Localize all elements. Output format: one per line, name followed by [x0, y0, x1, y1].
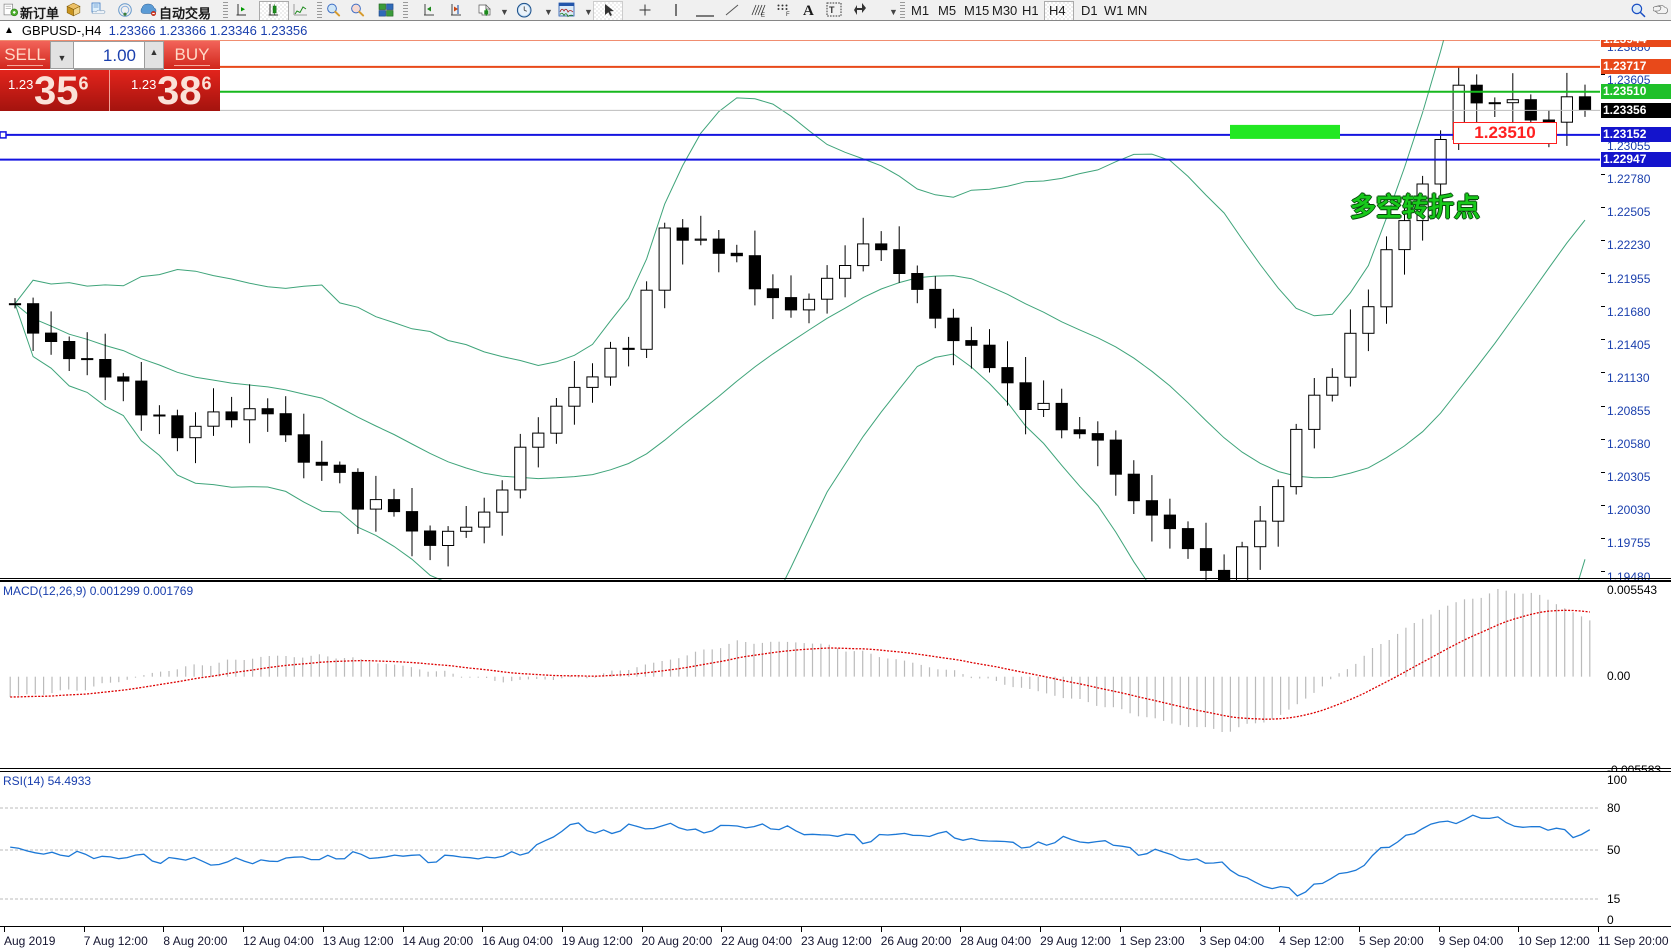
svg-text:T: T [829, 5, 835, 15]
svg-text:E: E [761, 13, 765, 18]
svg-text:F: F [786, 12, 790, 16]
